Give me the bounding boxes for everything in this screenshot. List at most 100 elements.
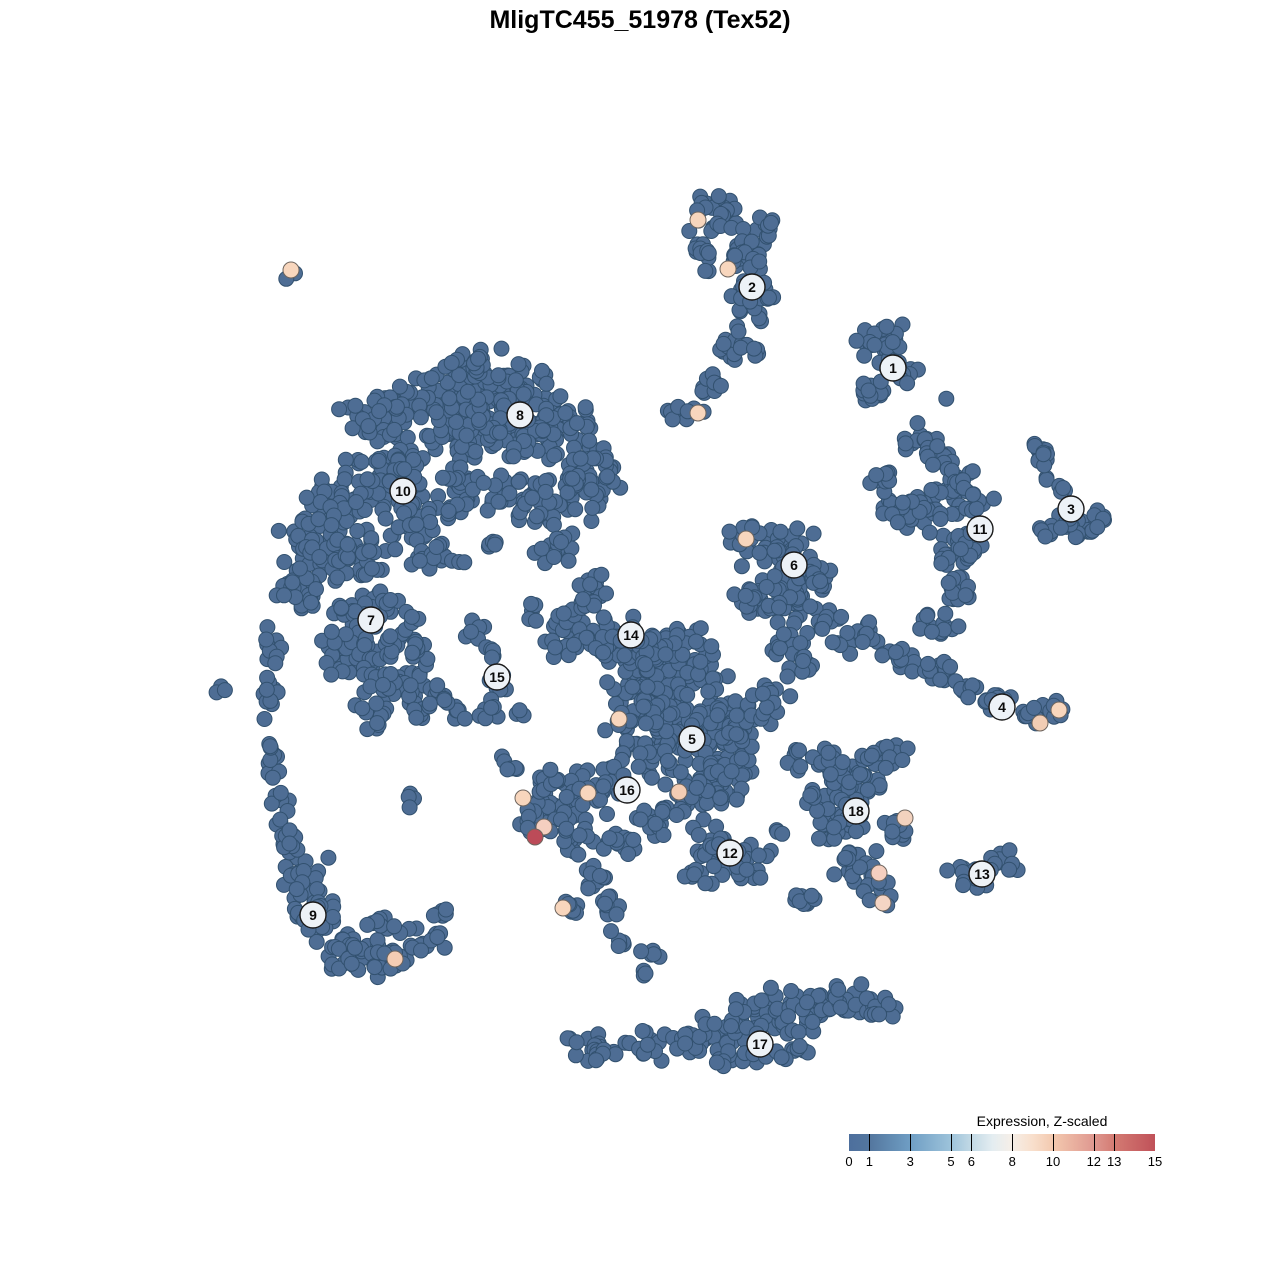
cluster-label-14: 14	[617, 621, 645, 649]
highlighted-data-point	[719, 260, 737, 278]
data-point	[868, 467, 885, 484]
data-point	[942, 658, 959, 675]
data-point	[538, 375, 555, 392]
data-point	[825, 819, 842, 836]
data-point	[339, 536, 356, 553]
cluster-label-number: 18	[848, 803, 864, 819]
data-point	[349, 523, 366, 539]
legend-tick-value: 12	[1086, 1154, 1102, 1169]
data-point	[1089, 519, 1106, 536]
data-point	[884, 334, 901, 351]
data-point	[795, 653, 811, 669]
data-point	[712, 377, 729, 394]
data-point	[697, 262, 714, 279]
cluster-label-number: 16	[619, 782, 635, 798]
data-point	[346, 939, 363, 956]
data-point	[766, 542, 783, 559]
data-point	[276, 587, 292, 604]
data-point	[754, 685, 771, 702]
data-point	[957, 587, 974, 604]
data-point	[672, 764, 689, 781]
data-point	[258, 631, 275, 648]
data-point	[939, 862, 956, 879]
data-point	[837, 849, 854, 866]
data-point	[323, 666, 340, 683]
highlighted-data-point	[670, 783, 688, 801]
data-point	[733, 558, 750, 575]
data-point	[458, 427, 475, 444]
data-point	[527, 612, 544, 629]
highlighted-data-point	[526, 828, 544, 846]
data-point	[308, 933, 325, 950]
highlighted-data-point	[610, 710, 628, 728]
legend-tick-mark	[910, 1134, 912, 1151]
data-point	[688, 779, 705, 796]
data-point	[1001, 861, 1018, 878]
cluster-label-2: 2	[738, 273, 766, 301]
data-point	[639, 1036, 656, 1053]
data-point	[535, 422, 552, 439]
data-point	[654, 803, 671, 820]
data-point	[599, 806, 615, 822]
data-point	[783, 983, 800, 999]
data-point	[766, 568, 783, 585]
data-point	[510, 473, 527, 490]
cluster-label-number: 7	[367, 612, 375, 628]
data-point	[310, 511, 327, 528]
data-point	[330, 940, 347, 957]
data-point	[501, 485, 518, 502]
data-point	[674, 646, 691, 663]
data-point	[772, 523, 789, 540]
data-point	[329, 569, 346, 586]
data-point	[728, 726, 745, 743]
cluster-label-number: 2	[748, 279, 756, 295]
data-point	[677, 1035, 694, 1052]
data-point	[940, 574, 957, 591]
data-point	[371, 403, 388, 420]
data-point	[216, 682, 233, 699]
data-point	[771, 599, 787, 616]
highlighted-data-point	[737, 530, 755, 548]
data-point	[733, 750, 750, 767]
data-point	[599, 674, 616, 691]
data-point	[401, 799, 418, 816]
data-point	[853, 976, 870, 993]
data-point	[830, 981, 847, 998]
data-point	[639, 678, 656, 695]
data-point	[363, 560, 380, 577]
data-point	[921, 524, 938, 541]
data-point	[354, 700, 371, 717]
data-point	[938, 390, 955, 407]
data-point	[625, 831, 642, 848]
data-point	[456, 710, 473, 727]
legend-tick-value: 15	[1147, 1154, 1163, 1169]
data-point	[647, 815, 664, 832]
data-point	[333, 599, 350, 616]
cluster-label-number: 8	[516, 407, 524, 423]
data-point	[396, 461, 413, 478]
highlighted-data-point	[870, 864, 888, 882]
data-point	[272, 784, 289, 801]
highlighted-data-point	[689, 404, 707, 422]
data-point	[429, 929, 446, 946]
data-point	[366, 959, 383, 976]
legend-tick-value: 5	[947, 1154, 955, 1169]
data-point	[593, 566, 610, 583]
cluster-label-1: 1	[879, 354, 907, 382]
data-point	[723, 763, 740, 780]
highlighted-data-point	[689, 211, 707, 229]
data-point	[712, 790, 729, 807]
data-point	[668, 807, 685, 823]
legend-tick-value: 10	[1045, 1154, 1061, 1169]
data-point	[443, 354, 460, 371]
data-point	[386, 421, 403, 438]
data-point	[463, 623, 479, 640]
data-point	[595, 644, 612, 661]
data-point	[633, 943, 650, 960]
data-point	[632, 811, 649, 828]
data-point	[860, 382, 877, 399]
data-point	[583, 481, 600, 498]
data-point	[877, 759, 894, 776]
data-point	[510, 356, 527, 373]
data-point	[343, 955, 360, 972]
